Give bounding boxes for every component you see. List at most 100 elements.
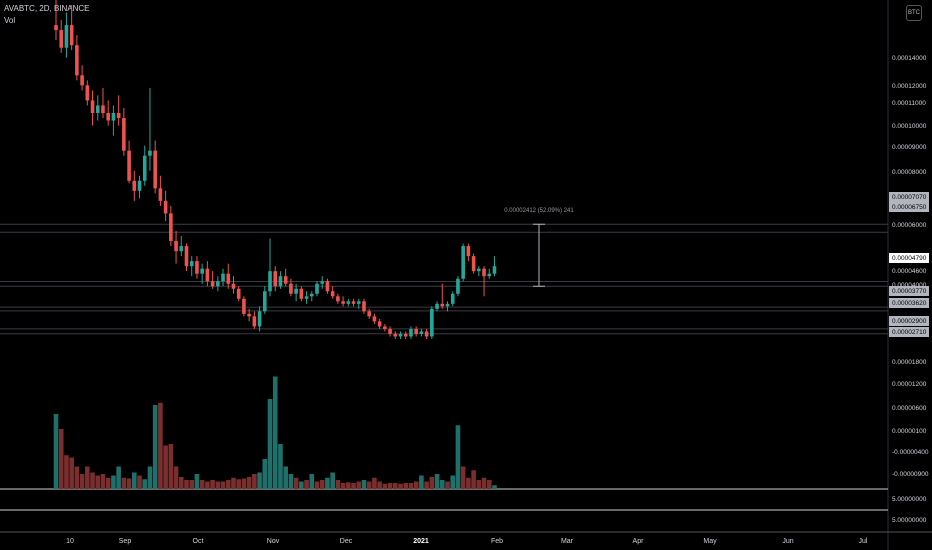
volume-bar bbox=[372, 477, 377, 489]
candle-body bbox=[466, 246, 471, 257]
volume-bar bbox=[356, 481, 362, 489]
volume-bar bbox=[471, 470, 476, 489]
level-price-label: 0.00007070 bbox=[892, 194, 927, 201]
candle-body bbox=[372, 316, 377, 322]
candle-body bbox=[122, 118, 126, 151]
candle-body bbox=[137, 180, 142, 191]
candle-body bbox=[299, 288, 304, 299]
volume-bar bbox=[366, 481, 372, 489]
volume-bar bbox=[267, 399, 273, 489]
volume-bar bbox=[210, 480, 215, 489]
candle-body bbox=[419, 331, 424, 334]
candle-body bbox=[383, 326, 387, 329]
time-axis-label: Dec bbox=[340, 538, 353, 545]
candle-body bbox=[388, 328, 392, 334]
candle-body bbox=[409, 328, 413, 337]
candle-body bbox=[336, 296, 340, 302]
volume-bar bbox=[225, 480, 231, 489]
symbol-header[interactable]: AVABTC, 2D, BINANCE bbox=[4, 4, 90, 13]
time-axis-label: Oct bbox=[193, 538, 204, 545]
volume-bar bbox=[241, 478, 247, 489]
measure-label: 0.00002412 (52.09%) 241 bbox=[504, 208, 574, 214]
candle-body bbox=[90, 100, 95, 113]
volume-bar bbox=[199, 480, 205, 489]
price-axis-label: 0.00004600 bbox=[892, 268, 927, 275]
candle-body bbox=[184, 246, 189, 267]
volume-bar bbox=[220, 481, 226, 489]
volume-bar bbox=[283, 466, 288, 489]
candle-body bbox=[210, 281, 215, 287]
time-axis-label: Jul bbox=[859, 538, 868, 545]
candle-body bbox=[116, 112, 121, 119]
volume-bar bbox=[382, 483, 388, 489]
candle-body bbox=[346, 301, 351, 304]
volume-bar bbox=[340, 483, 346, 489]
candle-body bbox=[257, 311, 262, 327]
volume-bar bbox=[304, 480, 309, 489]
volume-bar bbox=[252, 474, 257, 489]
price-axis-label: -0.00000900 bbox=[892, 471, 929, 478]
volume-bar bbox=[152, 405, 158, 489]
volume-bar bbox=[158, 402, 163, 489]
candle-body bbox=[278, 276, 283, 287]
volume-bar bbox=[460, 466, 466, 489]
volume-bar bbox=[100, 474, 106, 489]
volume-bar bbox=[351, 483, 356, 489]
price-axis-label: 5.00000000 bbox=[892, 496, 927, 503]
level-price-label: 0.00006750 bbox=[892, 204, 927, 211]
time-axis-label: Apr bbox=[633, 538, 645, 545]
price-axis-label: 0.00004000 bbox=[892, 282, 927, 289]
candle-body bbox=[294, 288, 298, 294]
volume-bar bbox=[90, 472, 95, 489]
volume-bar bbox=[466, 477, 471, 489]
volume-bar bbox=[142, 479, 148, 489]
time-axis-label: May bbox=[703, 538, 717, 545]
volume-bar bbox=[246, 477, 252, 489]
volume-bar bbox=[205, 481, 210, 489]
candle-body bbox=[268, 271, 272, 292]
candle-body bbox=[106, 112, 110, 121]
scale-badge[interactable]: BTC bbox=[906, 5, 922, 21]
price-axis-label: 0.00000600 bbox=[892, 405, 927, 412]
candle-body bbox=[471, 256, 476, 272]
candle-body bbox=[163, 200, 168, 214]
candle-body bbox=[304, 296, 309, 299]
candle-body bbox=[461, 246, 465, 279]
candle-body bbox=[362, 301, 366, 312]
time-axis-label: Feb bbox=[491, 538, 503, 545]
price-axis-label: 0.00001800 bbox=[892, 359, 927, 366]
volume-bar bbox=[178, 477, 184, 489]
candle-body bbox=[456, 278, 460, 294]
price-axis-label: 0.00000100 bbox=[892, 428, 927, 435]
time-axis-label: Nov bbox=[267, 538, 280, 545]
volume-bar bbox=[105, 477, 111, 489]
candle-body bbox=[309, 293, 314, 297]
volume-bar bbox=[262, 459, 268, 489]
level-price-box bbox=[889, 253, 929, 263]
level-price-box bbox=[889, 192, 929, 202]
candle-body bbox=[424, 331, 429, 337]
candle-body bbox=[445, 303, 450, 307]
volume-bar bbox=[184, 480, 189, 489]
volume-bar bbox=[132, 472, 137, 489]
candle-body bbox=[132, 180, 137, 191]
candle-body bbox=[59, 30, 64, 48]
volume-bar bbox=[116, 466, 121, 489]
volume-label: Vol bbox=[4, 16, 16, 25]
candle-body bbox=[377, 321, 382, 327]
volume-bar bbox=[137, 475, 142, 489]
candle-body bbox=[492, 266, 497, 274]
volume-bar bbox=[439, 480, 445, 489]
price-axis-label: 0.00006000 bbox=[892, 222, 927, 229]
candle-body bbox=[95, 105, 100, 113]
volume-bar bbox=[64, 455, 69, 489]
volume-bar bbox=[278, 444, 283, 489]
level-price-label: 0.00003770 bbox=[892, 288, 927, 295]
volume-bar bbox=[486, 480, 492, 489]
time-axis-label: Jun bbox=[782, 538, 793, 545]
level-price-box bbox=[889, 327, 929, 337]
candle-body bbox=[85, 85, 90, 101]
candle-body bbox=[341, 301, 345, 304]
candle-body bbox=[393, 333, 398, 337]
